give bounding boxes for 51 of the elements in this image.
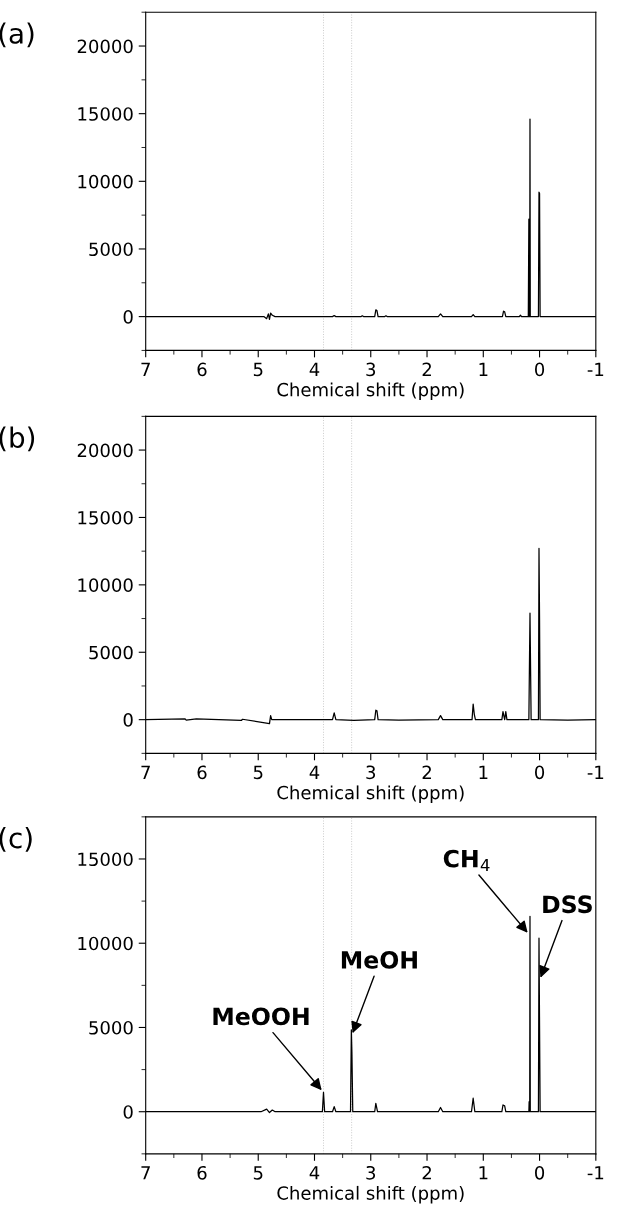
x-tick-label: -1 <box>587 362 604 376</box>
x-tick-label: 4 <box>309 765 320 779</box>
x-tick-label: 7 <box>141 362 150 376</box>
x-tick-label: 0 <box>535 1165 545 1180</box>
y-tick-label: 10000 <box>78 578 133 592</box>
annotation: MeOH <box>341 950 417 969</box>
x-tick-label: 0 <box>535 765 545 780</box>
x-tick-label: 3 <box>366 765 376 780</box>
y-tick-label: 15000 <box>78 852 133 867</box>
x-tick-label: 4 <box>309 362 320 376</box>
x-tick-label: 6 <box>197 1165 207 1180</box>
x-tick-label: 7 <box>141 765 150 779</box>
chart-title: (c) <box>0 826 32 852</box>
y-tick-label: 20000 <box>77 39 133 54</box>
x-tick-label: -1 <box>587 765 604 779</box>
x-tick-label: 2 <box>422 362 431 376</box>
x-tick-label: 1 <box>479 1166 488 1180</box>
y-tick-label: 5000 <box>89 242 133 257</box>
annotation: CH$_{4}$ <box>443 849 490 872</box>
x-tick-label: 6 <box>197 362 207 377</box>
x-tick-label: 4 <box>309 1166 320 1180</box>
x-tick-label: 0 <box>535 362 545 377</box>
x-tick-label: 5 <box>253 1166 263 1180</box>
x-tick-label: 5 <box>253 362 263 377</box>
y-tick-label: 15000 <box>78 510 133 525</box>
annotation: DSS <box>543 895 592 914</box>
y-tick-label: 15000 <box>78 107 133 121</box>
x-tick-label: 1 <box>479 765 488 779</box>
x-tick-label: 3 <box>366 1165 376 1180</box>
chart-title: (a) <box>0 22 34 48</box>
x-axis-title: Chemical shift (ppm) <box>277 382 464 400</box>
y-tick-label: 20000 <box>77 443 133 458</box>
y-tick-label: 0 <box>123 1105 133 1119</box>
x-tick-label: 5 <box>253 765 263 780</box>
annotation: MeOOH <box>213 1007 309 1026</box>
y-tick-label: 0 <box>123 713 133 727</box>
x-axis-title: Chemical shift (ppm) <box>277 785 464 803</box>
x-tick-label: 7 <box>141 1166 150 1180</box>
y-tick-label: 10000 <box>78 936 133 951</box>
y-tick-label: 10000 <box>78 174 133 189</box>
y-tick-label: 5000 <box>89 1020 133 1035</box>
x-tick-label: 3 <box>366 362 376 377</box>
y-tick-label: 5000 <box>89 645 133 660</box>
x-tick-label: 1 <box>479 362 488 376</box>
x-tick-label: 6 <box>197 765 207 780</box>
y-tick-label: 0 <box>123 310 133 324</box>
x-tick-label: -1 <box>587 1166 604 1180</box>
x-tick-label: 2 <box>422 765 431 779</box>
x-tick-label: 2 <box>422 1165 431 1180</box>
x-axis-title: Chemical shift (ppm) <box>277 1185 464 1204</box>
chart-title: (b) <box>0 426 35 452</box>
